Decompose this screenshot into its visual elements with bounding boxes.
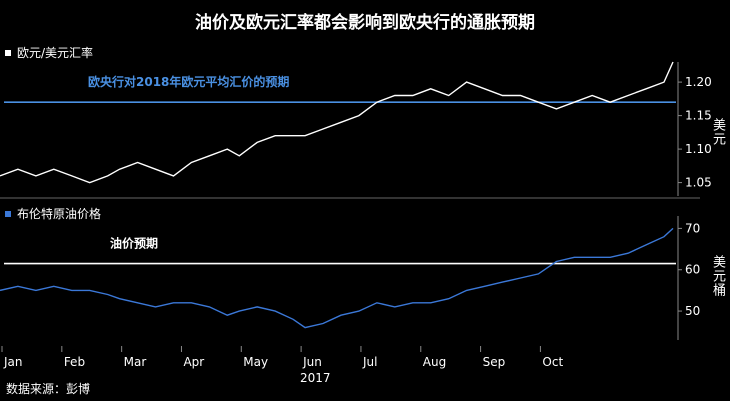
x-tick-label: Jul (362, 355, 377, 369)
x-tick-label: Feb (64, 355, 85, 369)
reference-label-oil: 油价预期 (110, 236, 158, 251)
series-line-oil (0, 227, 674, 329)
x-tick-label: Sep (483, 355, 506, 369)
legend-label-oil: 布伦特原油价格 (17, 207, 102, 221)
legend-swatch-eur (5, 49, 11, 56)
y-tick-label-oil: 50 (685, 304, 700, 318)
legend-label-eur: 欧元/美元汇率 (17, 46, 94, 60)
y-tick-label-oil: 70 (685, 221, 700, 235)
legend-oil: 布伦特原油价格 (5, 205, 101, 222)
x-tick-label: Apr (183, 355, 204, 369)
unit-label-oil: 美元桶 (710, 255, 725, 297)
x-tick-label: Jun (302, 355, 322, 369)
x-tick-label: Oct (542, 355, 563, 369)
x-year-label: 2017 (300, 371, 331, 385)
y-tick-label-eur: 1.15 (685, 109, 712, 123)
y-tick-label-eur: 1.10 (685, 142, 712, 156)
y-tick-label-eur: 1.20 (685, 75, 712, 89)
x-tick-label: Jan (3, 355, 23, 369)
legend-swatch-oil (5, 210, 11, 217)
y-tick-label-eur: 1.05 (685, 176, 712, 190)
x-tick-label: Mar (124, 355, 147, 369)
reference-label-eur: 欧央行对2018年欧元平均汇价的预期 (88, 74, 289, 89)
y-tick-label-oil: 60 (685, 263, 700, 277)
source-note: 数据来源：彭博 (6, 382, 91, 396)
unit-label-eur: 美元 (710, 118, 725, 146)
chart-title: 油价及欧元汇率都会影响到欧央行的通胀预期 (195, 13, 535, 33)
legend-eur: 欧元/美元汇率 (5, 44, 93, 61)
x-tick-label: Aug (423, 355, 446, 369)
series-line-eur (0, 61, 674, 184)
x-tick-label: May (243, 355, 268, 369)
